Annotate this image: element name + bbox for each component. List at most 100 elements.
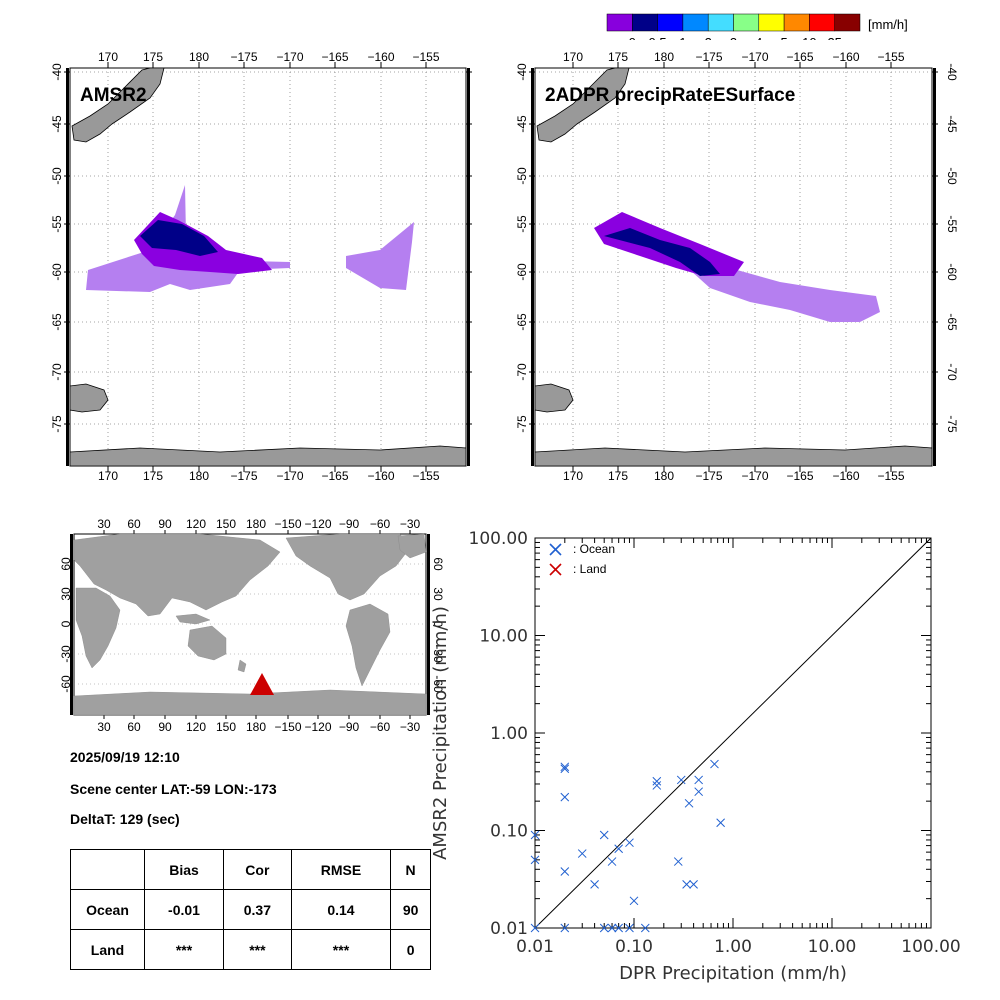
scatter-point-ocean	[577, 849, 587, 858]
lon-tick-label: −60	[370, 720, 391, 734]
legend-entry: : Ocean	[549, 542, 615, 556]
lon-tick-label: −30	[400, 517, 421, 531]
lon-ticks-top: 170 175 180 −175 −170 −165 −160 −155	[98, 50, 440, 68]
indonesia-land	[175, 613, 211, 625]
stats-cell: ***	[290, 929, 392, 970]
stats-row-land: Land *** *** *** 0	[70, 929, 431, 970]
lon-tick-label: −175	[695, 469, 722, 483]
lon-tick-label: −90	[339, 517, 360, 531]
precip-light	[690, 268, 880, 322]
north-america-land	[285, 533, 411, 601]
lat-tick-label: -75	[515, 415, 529, 433]
colorbar-label: 10	[802, 35, 816, 40]
colorbar-label: 0.5	[649, 35, 667, 40]
lon-tick-label: −175	[230, 50, 257, 64]
lat-tick-label: -45	[945, 115, 959, 133]
scatter-point-ocean	[560, 867, 570, 876]
lon-tick-label: 180	[654, 469, 674, 483]
scatter-point-ocean	[607, 923, 617, 933]
lon-tick-label: −175	[695, 50, 722, 64]
map-amsr2: 170 175 180 −175 −170 −165 −160 −155 170 175 180 −…	[50, 50, 480, 483]
stats-cell: 0	[390, 929, 431, 970]
lat-tick-label: -45	[479, 115, 480, 133]
lon-tick-label: −120	[304, 720, 331, 734]
lon-tick-label: −165	[786, 50, 813, 64]
colorbar-label: 3	[730, 35, 737, 40]
lat-tick-label: -40	[479, 63, 480, 81]
colorbar-box	[834, 13, 861, 32]
lon-tick-label: −155	[877, 469, 904, 483]
antarctica-land	[73, 689, 427, 716]
lon-tick-label: 170	[563, 469, 583, 483]
lat-tick-label: -70	[479, 363, 480, 381]
nz-land	[237, 659, 247, 673]
stats-cell: ***	[144, 929, 224, 970]
lon-ticks-bottom: 170 175 180 −175 −170 −165 −160 −155	[98, 466, 440, 483]
lon-tick-label: 180	[189, 50, 209, 64]
lon-ticks-bottom: 170 175 180 −175 −170 −165 −160 −155	[563, 466, 905, 483]
lon-tick-label: −165	[321, 469, 348, 483]
lon-tick-label: −170	[276, 469, 303, 483]
scatter-point-ocean	[614, 923, 624, 933]
scatter-point-ocean	[560, 792, 570, 802]
legend: : Ocean : Land	[549, 542, 615, 576]
lat-ticks-right: -40 -45 -50 -55 -60 -65 -70 -75	[932, 63, 959, 466]
lat-tick-label: -60	[50, 263, 64, 281]
lat-tick-label: -55	[50, 215, 64, 233]
lon-tick-label: −160	[832, 469, 859, 483]
lat-tick-label: -65	[479, 313, 480, 331]
lat-tick-label: -40	[50, 63, 64, 81]
lon-tick-label: 180	[189, 469, 209, 483]
lat-tick-label: -30	[59, 645, 73, 663]
lat-tick-label: -55	[945, 215, 959, 233]
lon-tick-label: −175	[230, 469, 257, 483]
lon-tick-label: 120	[186, 517, 206, 531]
antarctica-land-left	[69, 383, 109, 413]
colorbar-label: 5	[780, 35, 787, 40]
australia-land	[187, 625, 227, 661]
lat-tick-label: -70	[50, 363, 64, 381]
scatter-point-ocean	[682, 880, 691, 889]
south-america-land	[345, 603, 391, 687]
antarctica-land-left	[534, 383, 574, 413]
lon-tick-label: 180	[246, 720, 266, 734]
colorbar-label: 0	[629, 35, 636, 40]
stats-table: Bias Cor RMSE N Ocean -0.01 0.37 0.14 90…	[70, 849, 431, 970]
eurasia-land	[73, 533, 281, 617]
lat-tick-label: -50	[479, 167, 480, 185]
scatter-point-ocean	[530, 923, 540, 933]
colorbar-boxes	[606, 13, 861, 32]
lon-tick-label: −30	[400, 720, 421, 734]
lat-tick-label: -50	[945, 167, 959, 185]
y-tick-labels: 0.01 0.10 1.00 10.00 100.00	[469, 529, 528, 939]
map-frame: AMSR2	[69, 67, 467, 467]
scatter-point-ocean	[673, 857, 683, 866]
greenland-land	[397, 533, 427, 559]
lon-tick-label: 170	[98, 50, 118, 64]
lon-tick-label: 150	[216, 517, 236, 531]
lat-tick-label: -65	[515, 313, 529, 331]
antarctica-land-bottom	[69, 445, 467, 467]
lat-tick-label: -60	[479, 263, 480, 281]
lat-tick-label: -50	[515, 167, 529, 185]
scatter-point-ocean	[607, 857, 617, 866]
precip-heavy	[604, 228, 720, 276]
world-land	[73, 533, 427, 716]
delta-t: DeltaT: 129 (sec)	[70, 811, 180, 827]
scatter-point-ocean	[614, 844, 624, 854]
lat-tick-label: -45	[50, 115, 64, 133]
x-tick-label: 1.00	[714, 937, 752, 957]
stats-cell: Land	[70, 929, 145, 970]
legend-entry: : Land	[549, 562, 606, 576]
stats-row-ocean: Ocean -0.01 0.37 0.14 90	[70, 889, 431, 930]
colorbar-label: 4	[755, 35, 762, 40]
lon-tick-label: 90	[158, 517, 172, 531]
scatter-point-ocean	[530, 855, 540, 865]
precip-light-east	[346, 222, 414, 290]
lon-tick-label: −150	[274, 517, 301, 531]
lat-tick-label: -75	[479, 415, 480, 433]
colorbar: 0 0.5 1 2 3 4 5 10 25 [mm/h]	[606, 13, 908, 40]
scatter-point-ocean	[625, 923, 634, 933]
lon-ticks-top: 170 175 180 −175 −170 −165 −160 −155	[563, 50, 905, 68]
